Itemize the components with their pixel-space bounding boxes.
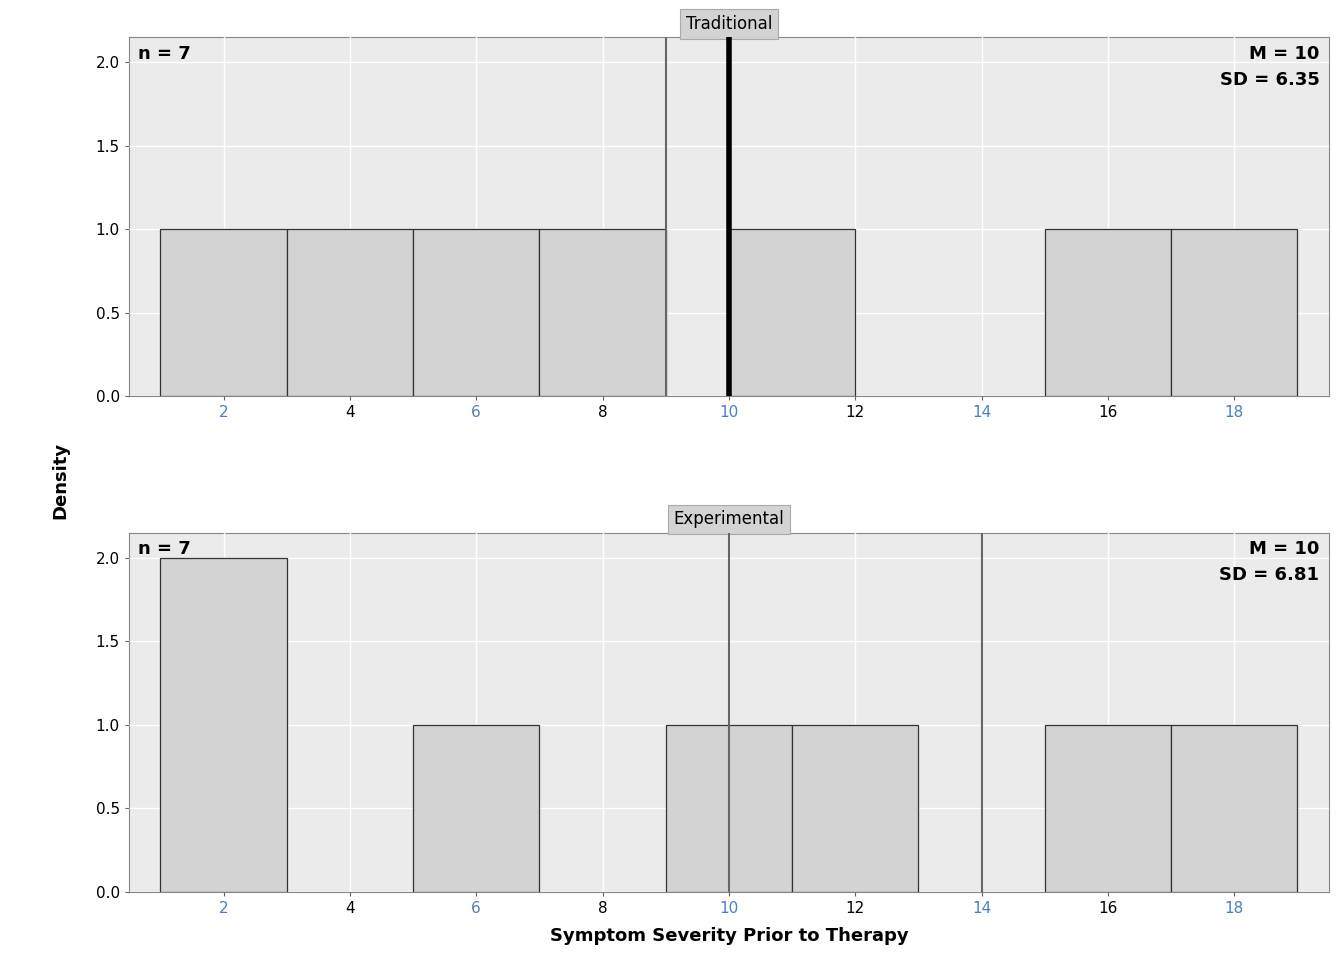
- X-axis label: Symptom Severity Prior to Therapy: Symptom Severity Prior to Therapy: [550, 927, 909, 945]
- Text: M = 10
SD = 6.35: M = 10 SD = 6.35: [1219, 44, 1320, 89]
- Bar: [539, 229, 665, 396]
- Bar: [1171, 725, 1297, 892]
- Bar: [1044, 229, 1171, 396]
- Bar: [413, 725, 539, 892]
- Bar: [1044, 725, 1171, 892]
- Text: n = 7: n = 7: [138, 44, 191, 62]
- Bar: [792, 725, 918, 892]
- Bar: [413, 229, 539, 396]
- Title: Traditional: Traditional: [685, 15, 771, 33]
- Title: Experimental: Experimental: [673, 511, 785, 529]
- Bar: [286, 229, 413, 396]
- Text: M = 10
SD = 6.81: M = 10 SD = 6.81: [1219, 540, 1320, 585]
- Bar: [665, 725, 792, 892]
- Bar: [160, 229, 286, 396]
- Bar: [160, 558, 286, 892]
- Bar: [728, 229, 855, 396]
- Text: Density: Density: [51, 442, 70, 518]
- Text: n = 7: n = 7: [138, 540, 191, 558]
- Bar: [1171, 229, 1297, 396]
